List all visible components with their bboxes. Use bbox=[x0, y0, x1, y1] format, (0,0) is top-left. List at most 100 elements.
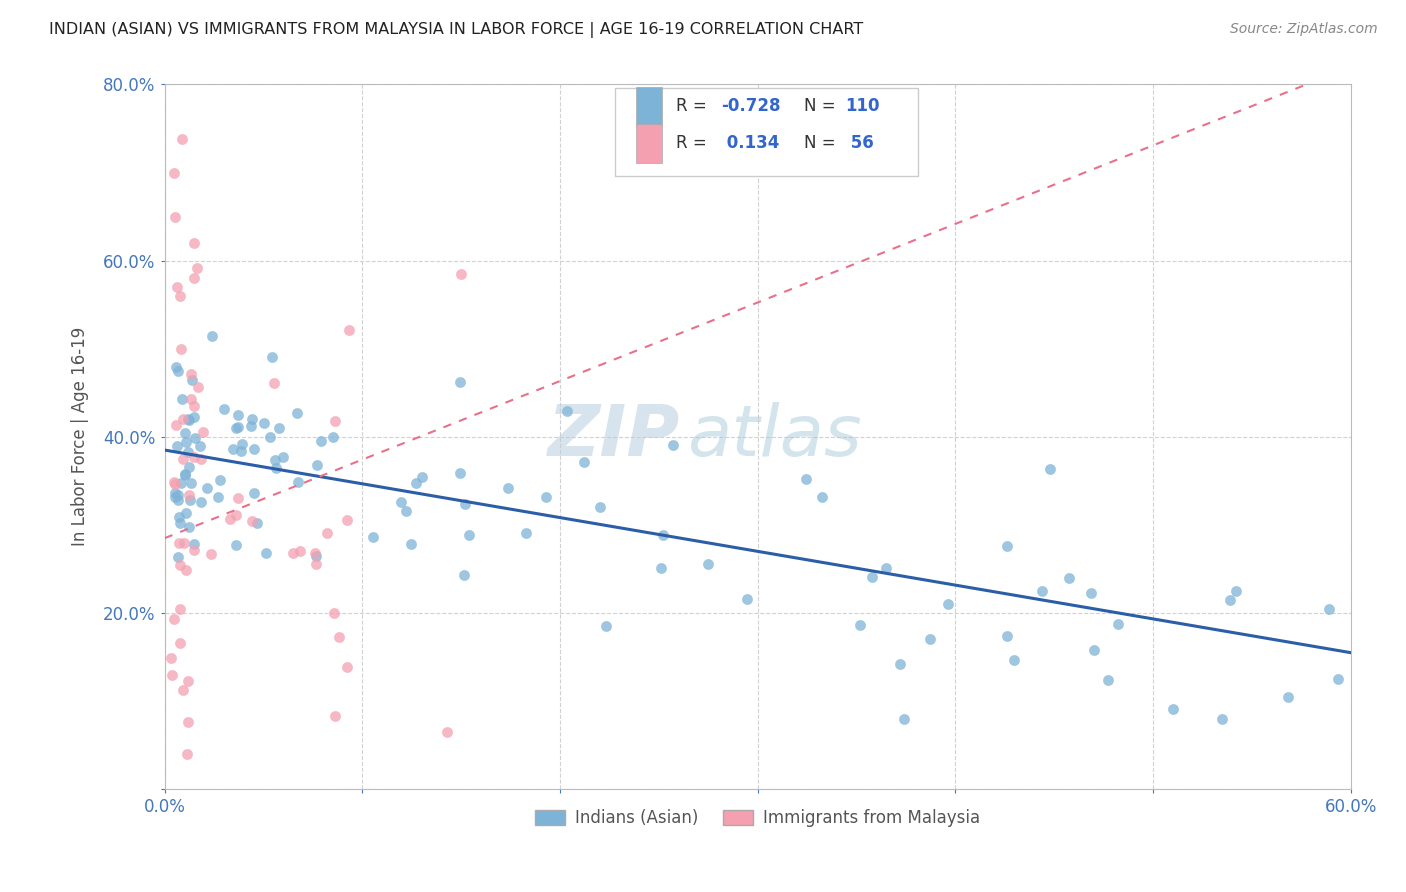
Point bbox=[169, 636, 191, 650]
Point bbox=[794, 472, 817, 486]
Point bbox=[246, 516, 269, 530]
Point bbox=[287, 406, 309, 420]
Text: R =: R = bbox=[676, 135, 711, 153]
Point bbox=[696, 557, 718, 571]
Point bbox=[176, 747, 198, 761]
Point bbox=[395, 504, 418, 518]
Point bbox=[214, 401, 236, 416]
Point bbox=[995, 629, 1018, 643]
Point bbox=[166, 417, 188, 432]
Point bbox=[177, 673, 200, 688]
Point bbox=[239, 419, 262, 434]
Point bbox=[304, 546, 326, 560]
Point bbox=[849, 618, 872, 632]
Point bbox=[287, 475, 309, 489]
Point bbox=[1083, 642, 1105, 657]
Text: -0.728: -0.728 bbox=[721, 97, 780, 115]
Point bbox=[169, 558, 191, 573]
Point bbox=[162, 612, 184, 626]
Point bbox=[1059, 571, 1081, 585]
Point bbox=[240, 514, 263, 528]
Point bbox=[160, 651, 183, 665]
Point bbox=[183, 235, 205, 250]
Point bbox=[335, 660, 357, 674]
Point bbox=[650, 561, 672, 575]
Point bbox=[169, 602, 191, 616]
Point bbox=[242, 486, 264, 500]
Point bbox=[167, 488, 190, 502]
Point bbox=[995, 540, 1018, 554]
FancyBboxPatch shape bbox=[616, 88, 918, 176]
Point bbox=[253, 416, 276, 430]
Point bbox=[449, 466, 471, 480]
Point bbox=[169, 516, 191, 530]
Point bbox=[281, 546, 304, 560]
Point bbox=[183, 450, 205, 465]
Point bbox=[231, 437, 253, 451]
Point bbox=[240, 412, 263, 426]
Point bbox=[180, 367, 202, 381]
Point bbox=[1163, 702, 1185, 716]
Point bbox=[174, 434, 197, 449]
Point bbox=[183, 430, 205, 444]
Point bbox=[661, 437, 683, 451]
Point bbox=[169, 475, 191, 490]
Point bbox=[179, 493, 201, 508]
Point bbox=[177, 413, 200, 427]
Point bbox=[290, 543, 312, 558]
Point bbox=[225, 421, 247, 435]
Point bbox=[167, 510, 190, 524]
Point bbox=[172, 682, 194, 697]
Text: INDIAN (ASIAN) VS IMMIGRANTS FROM MALAYSIA IN LABOR FORCE | AGE 16-19 CORRELATIO: INDIAN (ASIAN) VS IMMIGRANTS FROM MALAYS… bbox=[49, 22, 863, 38]
Point bbox=[242, 442, 264, 456]
Point bbox=[735, 592, 758, 607]
Point bbox=[1225, 583, 1247, 598]
Point bbox=[595, 619, 617, 633]
Point bbox=[1277, 690, 1299, 705]
Point bbox=[311, 434, 333, 449]
Point bbox=[1039, 462, 1062, 476]
Point bbox=[166, 439, 188, 453]
Point bbox=[219, 511, 242, 525]
Point bbox=[183, 271, 205, 285]
Point bbox=[810, 490, 832, 504]
Point bbox=[200, 547, 222, 561]
Point bbox=[315, 526, 337, 541]
Point bbox=[893, 712, 915, 726]
Point bbox=[177, 445, 200, 459]
Point bbox=[163, 475, 186, 489]
Point bbox=[167, 493, 190, 508]
Point bbox=[179, 488, 201, 502]
Point bbox=[1317, 602, 1340, 616]
Point bbox=[555, 404, 578, 418]
Point bbox=[1211, 712, 1233, 726]
Point bbox=[187, 380, 209, 394]
Point bbox=[361, 530, 384, 544]
Point bbox=[173, 536, 195, 550]
Point bbox=[322, 606, 344, 620]
Point bbox=[936, 597, 959, 611]
Point bbox=[263, 453, 285, 467]
Text: R =: R = bbox=[676, 97, 711, 115]
Point bbox=[323, 414, 346, 428]
Point bbox=[337, 323, 360, 337]
Text: ZIP: ZIP bbox=[548, 402, 681, 471]
Text: Source: ZipAtlas.com: Source: ZipAtlas.com bbox=[1230, 22, 1378, 37]
Point bbox=[181, 373, 204, 387]
Point bbox=[226, 419, 249, 434]
Point bbox=[262, 350, 284, 364]
Point bbox=[190, 495, 212, 509]
Point bbox=[225, 538, 247, 552]
Point bbox=[305, 549, 328, 564]
Point bbox=[163, 165, 186, 179]
Point bbox=[174, 563, 197, 577]
Bar bbox=[636, 124, 662, 163]
Point bbox=[167, 364, 190, 378]
Point bbox=[183, 537, 205, 551]
Point bbox=[588, 500, 610, 514]
Point bbox=[305, 458, 328, 473]
Point bbox=[1080, 586, 1102, 600]
Point bbox=[188, 439, 211, 453]
Point bbox=[496, 481, 519, 495]
Point bbox=[453, 568, 475, 582]
